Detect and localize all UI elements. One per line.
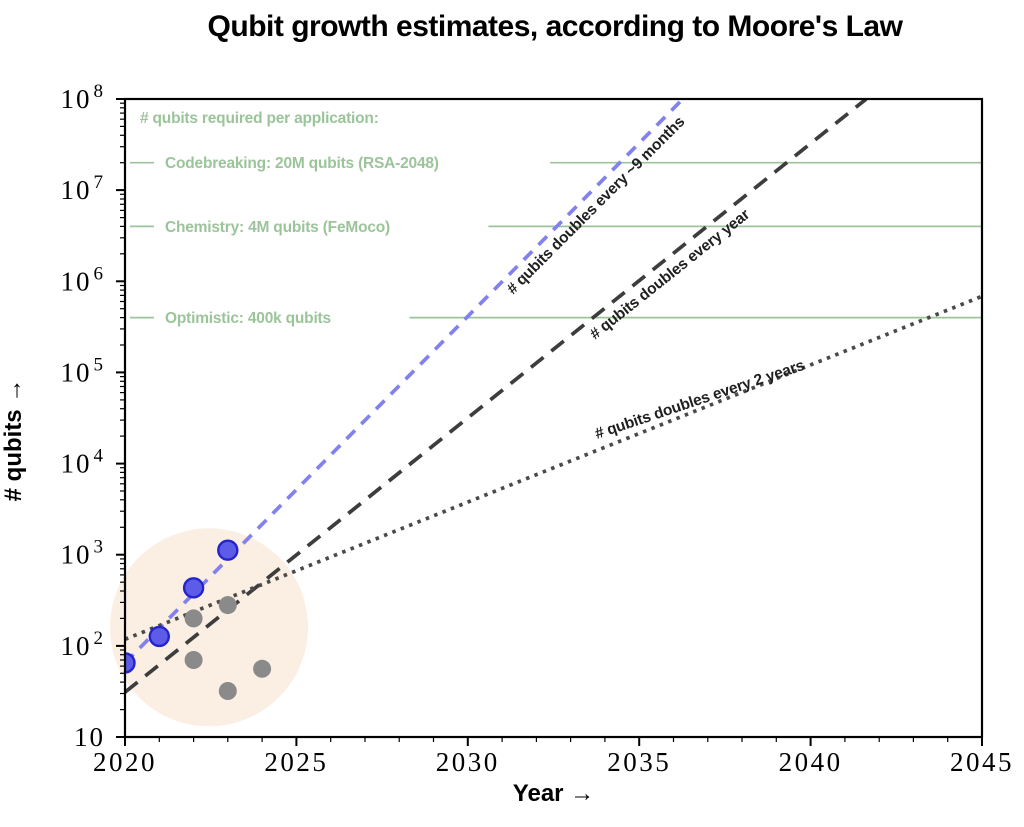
trend-line-doubles-every-9-months xyxy=(125,99,685,665)
trend-line-label-doubles-every-2-years: # qubits doubles every 2 years xyxy=(593,357,807,443)
y-tick-label: 10 3 xyxy=(61,537,106,570)
data-point-blue-qubit-record-points xyxy=(217,539,239,561)
data-point-blue-qubit-record-points xyxy=(148,625,171,648)
y-tick-label: 10 6 xyxy=(61,263,106,296)
y-tick-label: 10 8 xyxy=(61,81,106,114)
plot-border xyxy=(123,97,984,739)
x-tick-label: 2045 xyxy=(950,747,1014,777)
y-tick-label: 10 xyxy=(74,722,105,752)
x-tick-label: 2035 xyxy=(607,747,671,777)
chart-title: Qubit growth estimates, according to Moo… xyxy=(207,10,903,43)
data-point-gray-qubit-points xyxy=(218,596,237,615)
data-point-blue-qubit-record-points xyxy=(125,652,136,674)
x-tick-label: 2025 xyxy=(264,747,328,777)
trend-line-doubles-every-year xyxy=(125,99,868,694)
x-tick-label: 2040 xyxy=(779,747,843,777)
requirements-header: # qubits required per application: xyxy=(140,110,379,127)
data-point-blue-qubit-record-points xyxy=(182,577,205,599)
y-tick-label: 10 4 xyxy=(61,446,106,479)
trend-line-doubles-every-2-years xyxy=(125,294,982,642)
data-point-gray-qubit-points xyxy=(218,682,237,700)
y-tick-label: 10 7 xyxy=(61,172,106,205)
y-tick-label: 10 5 xyxy=(61,354,106,387)
x-axis-label: Year → xyxy=(512,780,595,807)
data-point-gray-qubit-points xyxy=(253,659,272,678)
y-tick-label: 10 2 xyxy=(61,628,106,661)
x-tick-label: 2020 xyxy=(93,747,157,777)
data-point-gray-qubit-points xyxy=(184,651,203,669)
x-tick-label: 2030 xyxy=(436,747,500,777)
requirement-line-label: Optimistic: 400k qubits xyxy=(165,310,331,327)
data-point-gray-qubit-points xyxy=(184,609,203,628)
requirement-line-label: Chemistry: 4M qubits (FeMoco) xyxy=(165,219,390,236)
requirement-line-label: Codebreaking: 20M qubits (RSA-2048) xyxy=(165,155,439,172)
